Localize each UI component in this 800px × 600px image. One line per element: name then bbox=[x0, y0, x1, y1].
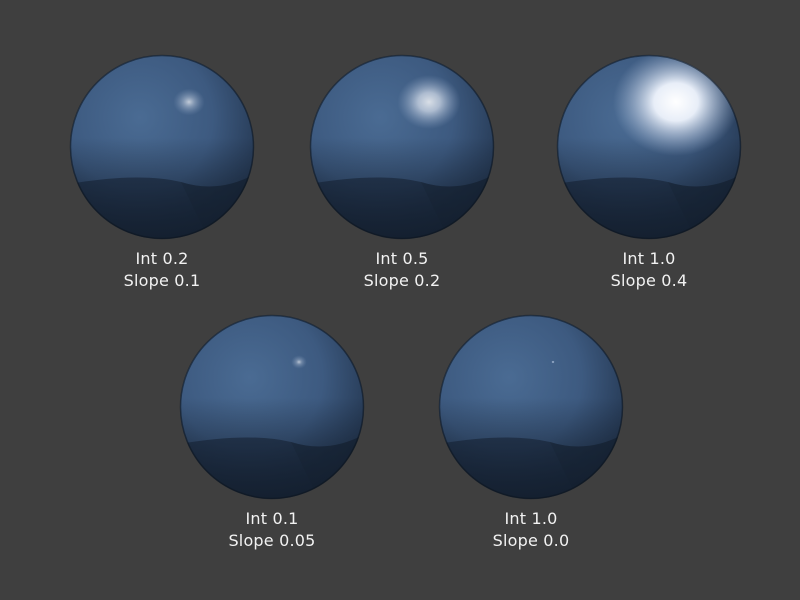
slope-label: Slope 0.1 bbox=[123, 271, 201, 290]
sample-caption: Int 1.0 Slope 0.0 bbox=[431, 508, 631, 552]
sample-caption: Int 0.5 Slope 0.2 bbox=[302, 248, 502, 292]
specular-highlight bbox=[397, 75, 461, 129]
slope-label: Slope 0.0 bbox=[492, 531, 570, 550]
sphere-outline bbox=[179, 314, 365, 500]
sphere-outline bbox=[438, 314, 624, 500]
intensity-label: Int 1.0 bbox=[622, 249, 676, 268]
sphere-shading bbox=[180, 315, 364, 499]
slope-label: Slope 0.4 bbox=[610, 271, 688, 290]
intensity-label: Int 0.1 bbox=[245, 509, 299, 528]
specular-sample-1: Int 0.2 Slope 0.1 bbox=[62, 54, 262, 292]
sample-caption: Int 1.0 Slope 0.4 bbox=[549, 248, 749, 292]
sample-caption: Int 0.2 Slope 0.1 bbox=[62, 248, 262, 292]
specular-highlight bbox=[173, 88, 205, 116]
slope-label: Slope 0.2 bbox=[363, 271, 441, 290]
specular-highlight bbox=[291, 355, 307, 369]
specular-sample-3: Int 1.0 Slope 0.4 bbox=[549, 54, 749, 292]
intensity-label: Int 1.0 bbox=[504, 509, 558, 528]
sphere-outline bbox=[309, 54, 495, 240]
sphere-shading bbox=[310, 55, 494, 239]
sphere-shading bbox=[557, 55, 741, 239]
intensity-label: Int 0.2 bbox=[135, 249, 189, 268]
shaded-sphere-image bbox=[179, 314, 365, 500]
sphere-shading bbox=[439, 315, 623, 499]
shaded-sphere-image bbox=[556, 54, 742, 240]
shaded-sphere-image bbox=[69, 54, 255, 240]
sample-caption: Int 0.1 Slope 0.05 bbox=[172, 508, 372, 552]
sphere-outline bbox=[556, 54, 742, 240]
specular-sample-2: Int 0.5 Slope 0.2 bbox=[302, 54, 502, 292]
sphere-outline bbox=[69, 54, 255, 240]
slope-label: Slope 0.05 bbox=[228, 531, 316, 550]
specular-highlight bbox=[551, 360, 555, 364]
specular-sample-4: Int 0.1 Slope 0.05 bbox=[172, 314, 372, 552]
intensity-label: Int 0.5 bbox=[375, 249, 429, 268]
shaded-sphere-image bbox=[438, 314, 624, 500]
specular-sample-5: Int 1.0 Slope 0.0 bbox=[431, 314, 631, 552]
shaded-sphere-image bbox=[309, 54, 495, 240]
